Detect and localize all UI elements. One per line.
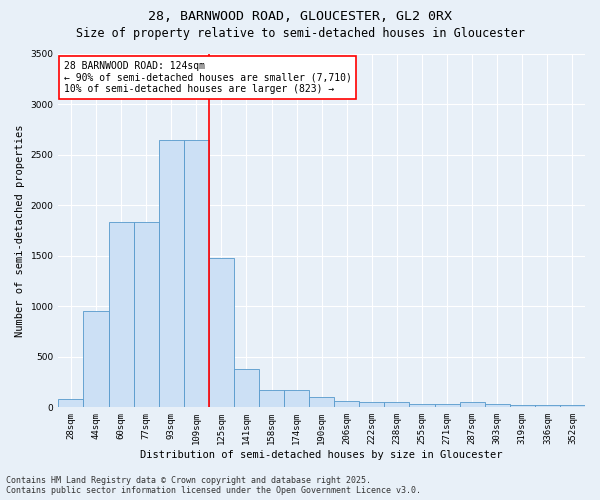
Bar [359, 402, 385, 407]
Text: 28, BARNWOOD ROAD, GLOUCESTER, GL2 0RX: 28, BARNWOOD ROAD, GLOUCESTER, GL2 0RX [148, 10, 452, 23]
Bar [434, 404, 460, 407]
Text: 28 BARNWOOD ROAD: 124sqm
← 90% of semi-detached houses are smaller (7,710)
10% o: 28 BARNWOOD ROAD: 124sqm ← 90% of semi-d… [64, 60, 352, 94]
Bar [234, 369, 259, 408]
Bar [460, 402, 485, 407]
Bar [385, 402, 409, 407]
Bar [184, 140, 209, 407]
Bar [259, 390, 284, 407]
Bar [159, 140, 184, 407]
Bar [535, 406, 560, 407]
Bar [134, 222, 159, 408]
Text: Contains HM Land Registry data © Crown copyright and database right 2025.
Contai: Contains HM Land Registry data © Crown c… [6, 476, 421, 495]
Bar [309, 397, 334, 407]
Bar [409, 404, 434, 407]
X-axis label: Distribution of semi-detached houses by size in Gloucester: Distribution of semi-detached houses by … [140, 450, 503, 460]
Y-axis label: Number of semi-detached properties: Number of semi-detached properties [15, 124, 25, 336]
Bar [209, 258, 234, 408]
Text: Size of property relative to semi-detached houses in Gloucester: Size of property relative to semi-detach… [76, 28, 524, 40]
Bar [485, 404, 510, 407]
Bar [58, 399, 83, 407]
Bar [560, 406, 585, 407]
Bar [334, 402, 359, 407]
Bar [510, 406, 535, 407]
Bar [83, 312, 109, 408]
Bar [109, 222, 134, 408]
Bar [284, 390, 309, 407]
